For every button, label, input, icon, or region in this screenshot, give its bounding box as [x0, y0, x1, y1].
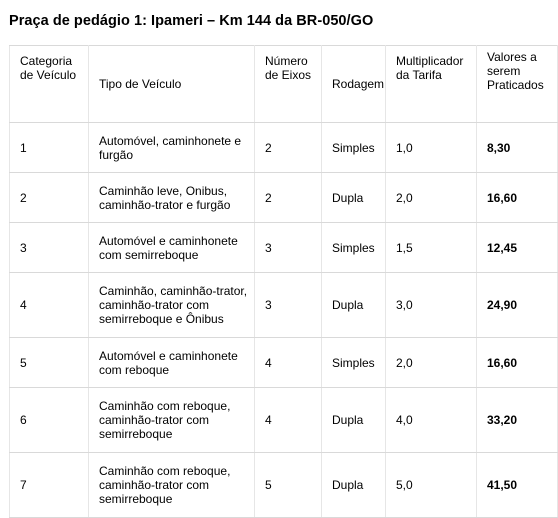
cell-multiplicador: 2,0 [385, 172, 477, 223]
header-rodagem: Rodagem [321, 45, 386, 123]
cell-multiplicador: 1,5 [385, 222, 477, 273]
cell-valor: 41,50 [476, 452, 558, 518]
cell-eixos: 4 [254, 387, 322, 453]
cell-eixos: 2 [254, 122, 322, 173]
cell-tipo: Automóvel, caminhonete e furgão [88, 122, 255, 173]
cell-multiplicador: 2,0 [385, 337, 477, 388]
cell-rodagem: Simples [321, 122, 386, 173]
cell-eixos: 5 [254, 452, 322, 518]
header-valores: Valores a serem Praticados [476, 45, 558, 123]
cell-categoria: 3 [9, 222, 89, 273]
cell-valor: 16,60 [476, 172, 558, 223]
header-eixos: Número de Eixos [254, 45, 322, 123]
table-row: 7 Caminhão com reboque, caminhão-trator … [9, 452, 558, 518]
cell-categoria: 7 [9, 452, 89, 518]
cell-valor: 12,45 [476, 222, 558, 273]
cell-categoria: 5 [9, 337, 89, 388]
cell-rodagem: Simples [321, 222, 386, 273]
cell-eixos: 2 [254, 172, 322, 223]
cell-tipo: Automóvel e caminhonete com semirreboque [88, 222, 255, 273]
cell-categoria: 4 [9, 272, 89, 338]
cell-valor: 16,60 [476, 337, 558, 388]
table-row: 2 Caminhão leve, Onibus, caminhão-trator… [9, 172, 558, 223]
cell-categoria: 2 [9, 172, 89, 223]
page-title: Praça de pedágio 1: Ipameri – Km 144 da … [9, 13, 374, 29]
header-categoria: Categoria de Veículo [9, 45, 89, 123]
cell-rodagem: Simples [321, 337, 386, 388]
cell-categoria: 6 [9, 387, 89, 453]
cell-valor: 8,30 [476, 122, 558, 173]
table-row: 3 Automóvel e caminhonete com semirreboq… [9, 222, 558, 273]
cell-tipo: Caminhão com reboque, caminhão-trator co… [88, 387, 255, 453]
header-multiplicador: Multiplicador da Tarifa [385, 45, 477, 123]
cell-multiplicador: 1,0 [385, 122, 477, 173]
cell-tipo: Automóvel e caminhonete com reboque [88, 337, 255, 388]
cell-categoria: 1 [9, 122, 89, 173]
cell-rodagem: Dupla [321, 387, 386, 453]
cell-eixos: 3 [254, 272, 322, 338]
table-row: 4 Caminhão, caminhão-trator, caminhão-tr… [9, 272, 558, 338]
cell-valor: 33,20 [476, 387, 558, 453]
cell-tipo: Caminhão, caminhão-trator, caminhão-trat… [88, 272, 255, 338]
cell-multiplicador: 3,0 [385, 272, 477, 338]
table-row: 1 Automóvel, caminhonete e furgão 2 Simp… [9, 122, 558, 173]
table-row: 5 Automóvel e caminhonete com reboque 4 … [9, 337, 558, 388]
cell-rodagem: Dupla [321, 272, 386, 338]
cell-tipo: Caminhão com reboque, caminhão-trator co… [88, 452, 255, 518]
cell-eixos: 3 [254, 222, 322, 273]
table-header-row: Categoria de Veículo Tipo de Veículo Núm… [9, 45, 558, 123]
cell-eixos: 4 [254, 337, 322, 388]
cell-tipo: Caminhão leve, Onibus, caminhão-trator e… [88, 172, 255, 223]
cell-rodagem: Dupla [321, 172, 386, 223]
cell-multiplicador: 5,0 [385, 452, 477, 518]
cell-rodagem: Dupla [321, 452, 386, 518]
cell-multiplicador: 4,0 [385, 387, 477, 453]
toll-table: Categoria de Veículo Tipo de Veículo Núm… [9, 45, 558, 518]
header-tipo: Tipo de Veículo [88, 45, 255, 123]
cell-valor: 24,90 [476, 272, 558, 338]
table-row: 6 Caminhão com reboque, caminhão-trator … [9, 387, 558, 453]
